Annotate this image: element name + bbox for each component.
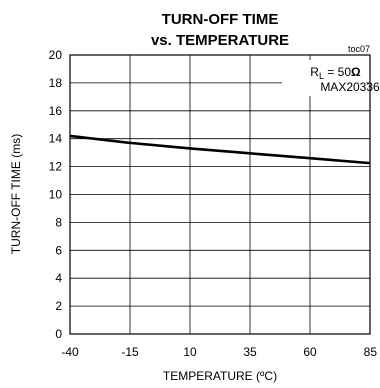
x-tick-label: 85 — [364, 345, 378, 359]
annotation-part: MAX20336 — [320, 80, 380, 94]
y-tick-label: 10 — [49, 188, 63, 202]
grid-lines — [70, 55, 370, 334]
y-axis-label: TURN-OFF TIME (ms) — [9, 134, 23, 254]
y-tick-label: 14 — [49, 132, 63, 146]
figure-id: toc07 — [348, 44, 370, 54]
annotation-box: RL = 50 Ω MAX20336 — [282, 60, 380, 96]
annotation-rl-label: R — [310, 65, 319, 79]
y-tick-label: 8 — [55, 215, 62, 229]
annotation-rl-subscript: L — [319, 71, 324, 81]
y-tick-label: 6 — [55, 243, 62, 257]
series-lines — [69, 134, 371, 165]
x-tick-label: 60 — [303, 345, 317, 359]
series-line — [69, 134, 371, 165]
x-axis-label: TEMPERATURE (ºC) — [163, 369, 277, 383]
annotation-rl: RL = 50 — [310, 65, 351, 81]
y-tick-label: 0 — [55, 327, 62, 341]
y-tick-label: 20 — [49, 48, 63, 62]
annotation-rl-unit: Ω — [351, 65, 361, 79]
plot-frame — [69, 54, 371, 335]
y-tick-label: 2 — [55, 299, 62, 313]
y-tick-label: 16 — [49, 104, 63, 118]
x-tick-label: -15 — [121, 345, 139, 359]
x-tick-label: -40 — [61, 345, 79, 359]
annotation-rl-value: = 50 — [324, 65, 351, 79]
y-tick-label: 12 — [49, 160, 63, 174]
annotation-background — [282, 60, 366, 96]
y-tick-label: 4 — [55, 271, 62, 285]
y-tick-label: 18 — [49, 76, 63, 90]
x-tick-label: 35 — [243, 345, 257, 359]
chart-title-line1: TURN-OFF TIME — [162, 11, 279, 28]
chart-title-line2: vs. TEMPERATURE — [151, 32, 289, 49]
tick-labels: 0 2 4 6 8 10 12 14 16 18 20 -40 -15 10 35 60 85 — [49, 48, 378, 359]
x-tick-label: 10 — [183, 345, 197, 359]
